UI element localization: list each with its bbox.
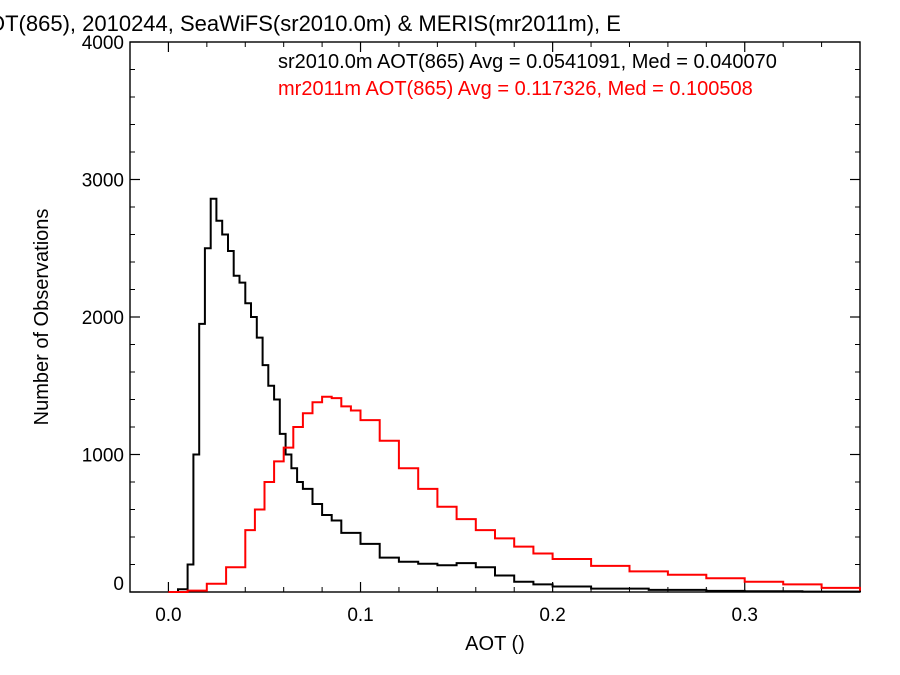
x-tick-label: 0.1 <box>347 605 373 626</box>
plot-frame <box>129 41 861 593</box>
axis-ticks: 0.0 0.1 0.2 0.3 0 1000 2000 3000 4000 <box>82 33 861 626</box>
x-tick-label: 0.0 <box>155 605 181 626</box>
y-tick-label: 0 <box>113 574 124 595</box>
y-tick-label: 1000 <box>82 446 124 467</box>
series-line-1 <box>168 197 861 593</box>
x-axis-label: AOT () <box>465 633 525 655</box>
chart-title: OT(865), 2010244, SeaWiFS(sr2010.0m) & M… <box>0 11 621 36</box>
y-axis-label: Number of Observations <box>31 209 53 426</box>
legend-entry-1: sr2010.0m AOT(865) Avg = 0.0541091, Med … <box>278 51 777 73</box>
y-tick-label: 4000 <box>82 33 124 54</box>
x-tick-label: 0.3 <box>732 605 758 626</box>
y-tick-label: 3000 <box>82 171 124 192</box>
y-tick-label: 2000 <box>82 308 124 329</box>
series-line-2 <box>168 395 861 593</box>
x-tick-label: 0.2 <box>539 605 565 626</box>
plot-series <box>168 197 861 593</box>
legend-entry-2: mr2011m AOT(865) Avg = 0.117326, Med = 0… <box>278 78 753 100</box>
